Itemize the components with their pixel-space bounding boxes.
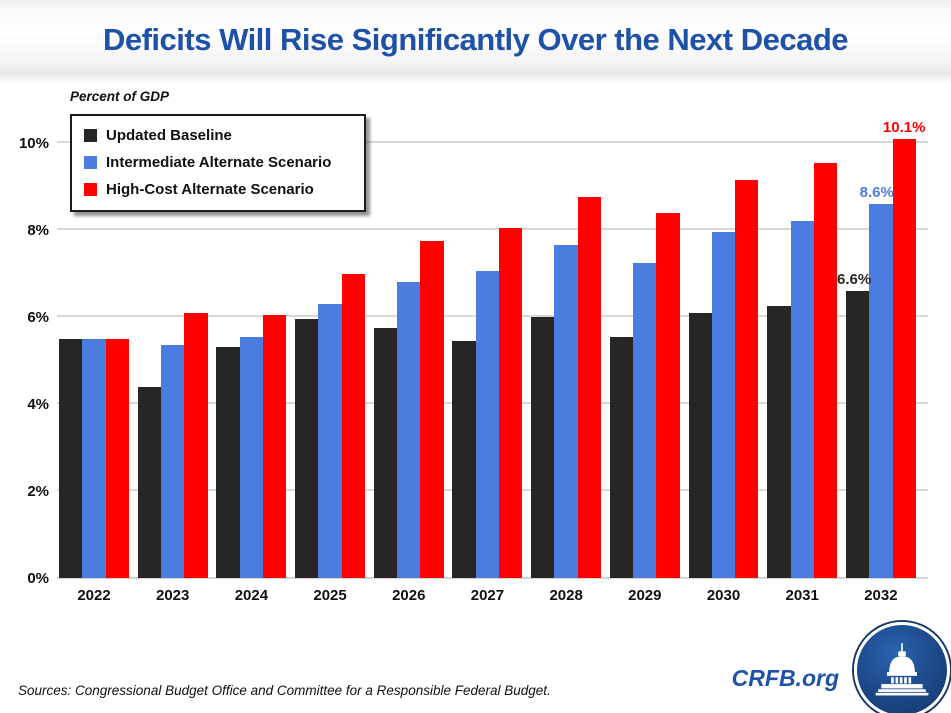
x-axis-label-2030: 2030 [706,587,741,604]
x-axis-label-2031: 2031 [785,587,819,604]
bar-group-2030: 2030 [688,143,759,604]
legend-swatch-icon [84,129,97,142]
high-cost-alternate-scenario-bar-2022 [105,338,129,578]
bar-group-2025: 2025 [295,143,366,604]
bar-group-2031: 2031 [767,143,838,604]
intermediate-alternate-scenario-bar-2030 [711,232,736,578]
high-cost-alternate-scenario-bar-2024 [263,314,287,578]
gridline-8% [57,228,928,230]
y-tick-label-8%: 8% [27,222,49,239]
x-axis-label-2029: 2029 [628,587,662,604]
x-axis-label-2027: 2027 [470,587,505,604]
legend: Updated Baseline Intermediate Alternate S… [70,114,366,212]
bars-container: 2022 2023 2024 2025 2026 2027 2028 2029 2030 2031… [59,119,925,604]
legend-label: Intermediate Alternate Scenario [106,154,332,171]
updated-baseline-bar-2030 [688,312,712,578]
legend-item-intermediate-alternate-scenario: Intermediate Alternate Scenario [84,149,354,176]
legend-swatch-icon [84,156,97,169]
y-tick-label-0%: 0% [27,570,49,587]
legend-label: High-Cost Alternate Scenario [106,181,314,198]
intermediate-alternate-scenario-bar-2028 [554,245,578,578]
intermediate-alternate-scenario-bar-2023 [161,345,185,578]
x-axis-label-2032: 2032 [864,587,898,604]
y-tick-label-4%: 4% [27,396,49,413]
legend-item-high-cost-alternate-scenario: High-Cost Alternate Scenario [84,176,354,203]
intermediate-alternate-scenario-bar-2024 [239,336,264,578]
y-tick-label-6%: 6% [27,309,49,326]
updated-baseline-bar-2026 [373,327,398,578]
high-cost-alternate-scenario-value-label: 10.1% [882,118,926,136]
sources-note: Sources: Congressional Budget Office and… [18,683,551,698]
legend-swatch-icon [84,183,97,196]
y-tick-label-2%: 2% [27,483,49,500]
crfb-logo [854,622,950,713]
intermediate-alternate-scenario-bar-2022 [82,338,106,578]
bar-group-2024: 2024 [216,143,287,604]
high-cost-alternate-scenario-bar-2023 [184,312,208,578]
bar-group-2027: 2027 [452,143,523,604]
high-cost-alternate-scenario-bar-2031 [813,162,838,578]
high-cost-alternate-scenario-bar-2025 [341,273,366,578]
updated-baseline-bar-2028 [531,317,555,578]
x-axis-label-2022: 2022 [77,587,111,604]
x-axis-label-2024: 2024 [234,587,269,604]
x-axis-label-2025: 2025 [313,587,347,604]
intermediate-alternate-scenario-bar-2032: 8.6% [860,184,894,578]
intermediate-alternate-scenario-bar-2029 [633,262,657,578]
high-cost-alternate-scenario-bar-2032: 10.1% [883,119,925,578]
header-band: Deficits Will Rise Significantly Over th… [0,0,951,82]
updated-baseline-bar-2027 [452,340,476,578]
plot-area: 2022 2023 2024 2025 2026 2027 2028 2029 2030 2031… [19,119,928,604]
bar-group-2028: 2028 [531,143,602,604]
updated-baseline-bar-2025 [295,319,319,578]
high-cost-alternate-scenario-bar-2030 [735,179,759,578]
x-axis-label-2026: 2026 [392,587,426,604]
bar-group-2023: 2023 [137,143,208,604]
updated-baseline-bar-2031 [767,306,791,578]
updated-baseline-bar-2023 [137,386,162,578]
bar-group-2032: 6.6% 8.6% 10.1% 2032 [837,119,925,604]
legend-label: Updated Baseline [106,127,232,144]
high-cost-alternate-scenario-bar-2027 [499,227,523,578]
high-cost-alternate-scenario-bar-2028 [577,197,602,578]
x-axis-line [57,577,928,579]
gridline-10% [57,141,928,143]
capitol-icon [871,636,933,705]
page-title: Deficits Will Rise Significantly Over th… [102,22,849,57]
updated-baseline-bar-2032: 6.6% [837,271,871,578]
updated-baseline-bar-2024 [216,347,240,578]
crfb-link[interactable]: CRFB.org [731,665,839,691]
intermediate-alternate-scenario-bar-2027 [475,271,500,578]
updated-baseline-value-label: 6.6% [837,270,872,288]
updated-baseline-bar-2029 [609,336,634,578]
y-tick-label-10%: 10% [18,135,49,152]
high-cost-alternate-scenario-bar-2026 [420,240,444,578]
bar-group-2022: 2022 [59,143,129,604]
intermediate-alternate-scenario-bar-2026 [397,282,421,578]
intermediate-alternate-scenario-value-label: 8.6% [859,183,894,201]
x-axis-label-2023: 2023 [156,587,190,604]
bar-group-2026: 2026 [373,143,444,604]
updated-baseline-bar-2022 [59,338,83,578]
intermediate-alternate-scenario-bar-2025 [318,303,342,578]
x-axis-label-2028: 2028 [549,587,583,604]
intermediate-alternate-scenario-bar-2031 [790,221,814,578]
axis-units-label: Percent of GDP [70,89,170,104]
legend-item-updated-baseline: Updated Baseline [84,122,354,149]
high-cost-alternate-scenario-bar-2029 [656,212,680,578]
bar-group-2029: 2029 [609,143,680,604]
